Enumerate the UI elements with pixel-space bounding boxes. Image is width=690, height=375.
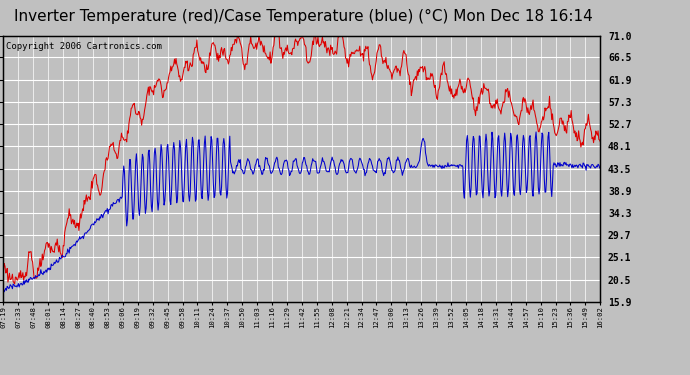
Text: Inverter Temperature (red)/Case Temperature (blue) (°C) Mon Dec 18 16:14: Inverter Temperature (red)/Case Temperat… [14, 9, 593, 24]
Text: Copyright 2006 Cartronics.com: Copyright 2006 Cartronics.com [6, 42, 161, 51]
